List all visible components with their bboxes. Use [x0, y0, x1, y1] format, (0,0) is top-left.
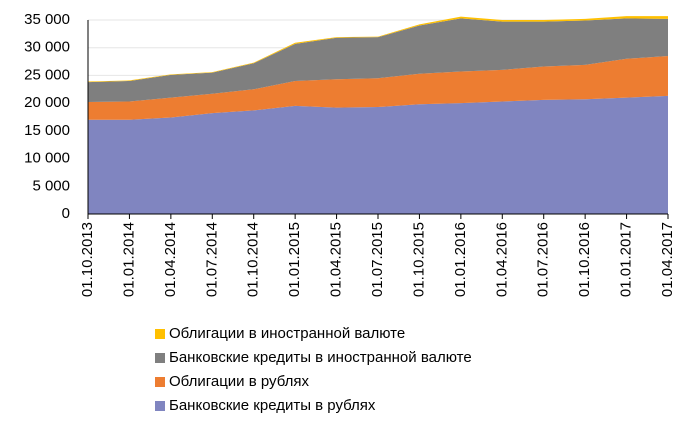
x-tick-label: 01.07.2014 — [203, 222, 220, 297]
area — [88, 56, 668, 120]
y-tick-label: 10 000 — [24, 150, 70, 167]
x-tick-label: 01.07.2016 — [535, 222, 552, 297]
y-tick-label: 5 000 — [32, 177, 70, 194]
area — [88, 95, 668, 214]
x-tick-label: 01.07.2015 — [369, 222, 386, 297]
y-tick-label: 30 000 — [24, 39, 70, 56]
x-tick-label: 01.04.2017 — [659, 222, 675, 297]
y-tick-label: 15 000 — [24, 122, 70, 139]
x-tick-label: 01.10.2015 — [410, 222, 427, 297]
x-tick-label: 01.04.2014 — [162, 222, 179, 297]
x-tick-label: 01.10.2013 — [79, 222, 96, 297]
x-tick-label: 01.01.2017 — [618, 222, 635, 297]
legend-swatch — [155, 329, 165, 339]
legend-label: Банковские кредиты в иностранной валюте — [169, 349, 472, 366]
legend-label: Облигации в иностранной валюте — [169, 325, 405, 342]
y-tick-label: 35 000 — [24, 11, 70, 28]
y-tick-label: 0 — [62, 205, 70, 222]
legend-label: Облигации в рублях — [169, 373, 309, 390]
x-tick-label: 01.01.2015 — [286, 222, 303, 297]
area — [88, 18, 668, 103]
y-tick-label: 20 000 — [24, 94, 70, 111]
x-tick-label: 01.10.2016 — [576, 222, 593, 297]
x-tick-label: 01.01.2016 — [452, 222, 469, 297]
legend-label: Банковские кредиты в рублях — [169, 397, 376, 414]
x-tick-label: 01.01.2014 — [120, 222, 137, 297]
x-tick-label: 01.04.2016 — [493, 222, 510, 297]
legend-swatch — [155, 353, 165, 363]
legend-swatch — [155, 377, 165, 387]
x-tick-label: 01.10.2014 — [245, 222, 262, 297]
y-tick-label: 25 000 — [24, 66, 70, 83]
x-tick-label: 01.04.2015 — [328, 222, 345, 297]
legend-swatch — [155, 401, 165, 411]
